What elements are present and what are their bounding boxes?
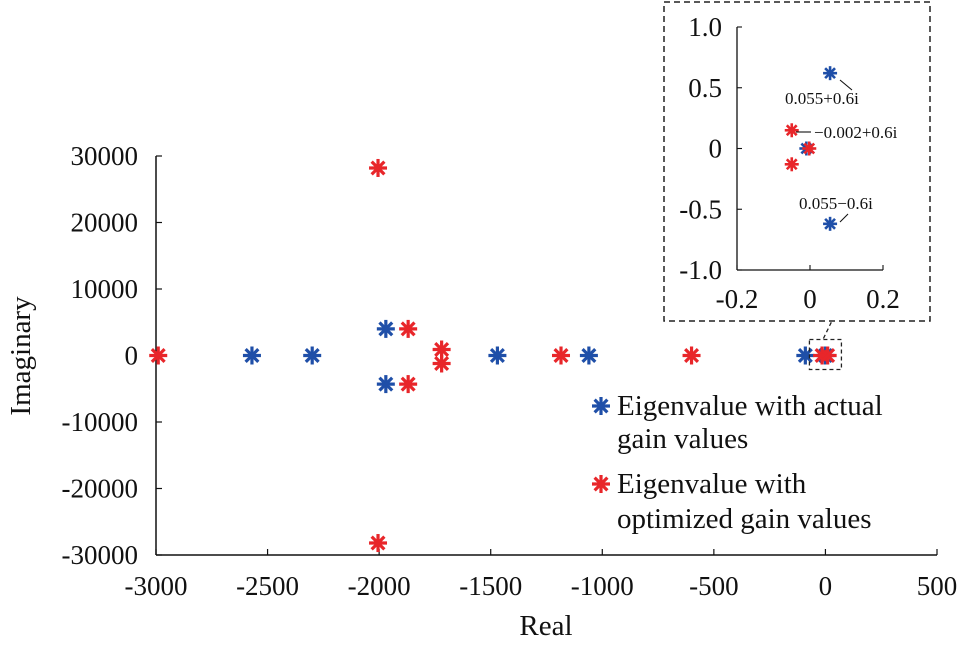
legend-marker-series-1-stroke xyxy=(593,398,609,414)
inset-y-tick-label: 0.5 xyxy=(688,73,722,103)
inset-x-tick-label: 0 xyxy=(803,284,817,314)
inset-data-point-series-1-stroke xyxy=(824,217,836,230)
data-point-series-2-stroke xyxy=(400,321,416,337)
inset-data-point-series-2-stroke xyxy=(785,124,798,137)
zoom-connector xyxy=(822,321,833,339)
data-point-series-1 xyxy=(796,346,815,365)
data-point-series-1 xyxy=(376,319,395,338)
data-point-series-1 xyxy=(242,346,261,365)
x-axis-label: Real xyxy=(519,610,572,642)
x-tick-label: -2500 xyxy=(236,571,299,601)
zoom-box xyxy=(808,338,843,371)
data-point-series-2-stroke xyxy=(553,348,569,363)
data-point-series-2-stroke xyxy=(370,160,386,176)
inset-data-point-series-2-stroke xyxy=(785,158,798,171)
inset-x-tick-label: -0.2 xyxy=(716,284,759,314)
inset-y-tick-label: 1.0 xyxy=(688,12,722,42)
inset-data-point-series-2 xyxy=(784,157,799,172)
y-tick-label: 0 xyxy=(125,341,139,371)
y-tick-label: -30000 xyxy=(62,540,139,570)
x-tick-label: -2000 xyxy=(348,571,411,601)
inset-data-point-series-1 xyxy=(823,216,838,231)
inset-data-point-series-2 xyxy=(802,141,817,156)
annotation-leader xyxy=(839,213,849,223)
data-point-series-2 xyxy=(552,346,571,365)
data-point-series-1 xyxy=(376,375,395,394)
x-tick-label: 500 xyxy=(917,571,958,601)
data-point-series-1-stroke xyxy=(581,348,597,363)
inset-y-tick-label: -1.0 xyxy=(679,255,722,285)
y-tick-label: -20000 xyxy=(62,474,139,504)
data-point-series-2-stroke xyxy=(400,376,416,392)
data-point-series-1-stroke xyxy=(378,376,394,392)
legend-marker-series-2-stroke xyxy=(593,476,609,492)
inset-frame xyxy=(663,1,931,322)
x-tick-label: 0 xyxy=(819,571,833,601)
data-point-series-2-stroke xyxy=(434,355,450,371)
data-point-series-1-stroke xyxy=(244,348,260,363)
data-point-series-1-stroke xyxy=(489,348,505,363)
y-axis-label: Imaginary xyxy=(5,296,37,416)
data-point-series-2-stroke xyxy=(820,348,836,363)
x-tick-label: -3000 xyxy=(125,571,188,601)
data-point-series-2-stroke xyxy=(370,535,386,551)
x-tick-label: -1000 xyxy=(571,571,634,601)
legend-label-series-1: Eigenvalue with actual xyxy=(617,390,883,422)
data-point-series-1 xyxy=(303,346,322,365)
data-point-series-2 xyxy=(399,319,418,338)
y-tick-label: 30000 xyxy=(71,141,139,171)
inset-plot: -0.2 0 0.2 -1.0 -0.5 0 0.5 1.0 0.055+0.6i −0.002+… xyxy=(663,1,931,322)
y-tick-label: 10000 xyxy=(71,274,139,304)
annotation-label: 0.055−0.6i xyxy=(799,194,873,213)
annotation-label: −0.002+0.6i xyxy=(814,123,898,142)
inset-y-tick-label: 0 xyxy=(709,134,723,164)
data-point-series-1-stroke xyxy=(378,321,394,337)
data-point-series-1-stroke xyxy=(304,348,320,363)
inset-data-point-series-2 xyxy=(784,123,799,138)
data-point-series-2 xyxy=(149,346,168,365)
data-point-series-2 xyxy=(369,158,388,177)
inset-data-point-series-2-stroke xyxy=(803,142,816,155)
inset-data-point-series-1 xyxy=(823,66,838,81)
data-point-series-2-stroke xyxy=(434,342,450,358)
data-point-series-2 xyxy=(399,375,418,394)
data-point-series-2 xyxy=(432,354,451,373)
legend-label-series-1: gain values xyxy=(617,423,748,455)
data-point-series-2 xyxy=(369,534,388,553)
x-tick-label: -1500 xyxy=(459,571,522,601)
annotation-leader xyxy=(839,79,853,91)
legend-marker-series-2 xyxy=(592,475,610,493)
data-point-series-1 xyxy=(488,346,507,365)
legend-label-series-2: Eigenvalue with xyxy=(617,468,807,500)
x-tick-label: -500 xyxy=(689,571,739,601)
main-plot: -3000 -2500 -2000 -1500 -1000 -500 0 500 -30000 -… xyxy=(5,141,957,642)
inset-x-tick-label: 0.2 xyxy=(866,284,900,314)
annotation-label: 0.055+0.6i xyxy=(785,89,859,108)
legend-marker-series-1 xyxy=(592,397,610,415)
data-point-series-2-stroke xyxy=(150,348,166,363)
y-tick-label: -10000 xyxy=(62,407,139,437)
data-point-series-2 xyxy=(682,346,701,365)
legend-label-series-2: optimized gain values xyxy=(617,503,872,535)
inset-data-point-series-1-stroke xyxy=(824,67,836,80)
data-point-series-2-stroke xyxy=(684,348,700,363)
data-point-series-2 xyxy=(818,346,837,365)
inset-y-tick-label: -0.5 xyxy=(679,194,722,224)
y-tick-label: 20000 xyxy=(71,208,139,238)
data-point-series-1 xyxy=(579,346,598,365)
